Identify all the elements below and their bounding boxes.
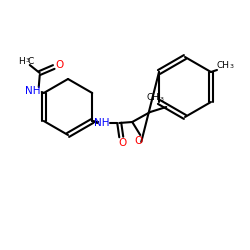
Text: 3: 3	[230, 64, 234, 69]
Text: O: O	[134, 136, 142, 146]
Text: O: O	[118, 138, 126, 148]
Text: NH: NH	[94, 118, 110, 128]
Text: CH: CH	[216, 60, 230, 70]
Text: CH: CH	[147, 94, 160, 102]
Text: NH: NH	[25, 86, 40, 96]
Text: H: H	[18, 56, 25, 66]
Text: 3: 3	[25, 58, 29, 64]
Text: O: O	[56, 60, 64, 70]
Text: C: C	[28, 56, 34, 66]
Text: 3: 3	[160, 97, 164, 102]
